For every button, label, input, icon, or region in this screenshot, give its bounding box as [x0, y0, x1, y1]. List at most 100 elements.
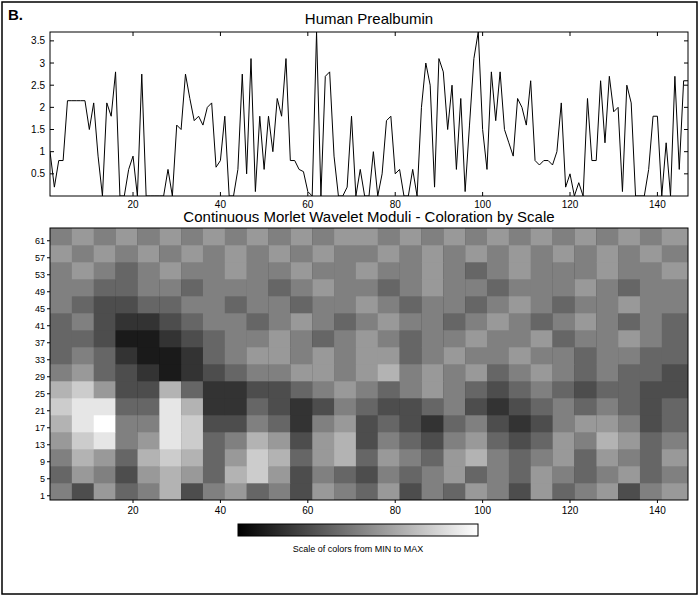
heatmap-cell	[378, 228, 400, 245]
heatmap-cell	[334, 483, 356, 500]
figure-border	[2, 2, 697, 594]
heatmap-cell	[640, 381, 662, 398]
heatmap-cell	[465, 330, 487, 347]
x-tick	[395, 32, 396, 36]
y-tick-label: 29	[35, 372, 45, 382]
heatmap-cell	[509, 398, 531, 415]
heatmap-cell	[94, 330, 116, 347]
heatmap-cell	[137, 415, 159, 432]
heatmap-cell	[465, 245, 487, 262]
y-tick-label: 1.5	[31, 124, 45, 135]
heatmap-cell	[465, 466, 487, 483]
heatmap-cell	[94, 347, 116, 364]
x-tick	[570, 192, 571, 196]
heatmap-cell	[268, 279, 290, 296]
heatmap-cell	[574, 262, 596, 279]
heatmap-cell	[334, 228, 356, 245]
x-tick	[657, 192, 658, 196]
x-tick	[395, 192, 396, 196]
heatmap-cell	[94, 262, 116, 279]
heatmap-cell	[443, 245, 465, 262]
y-tick	[50, 40, 54, 41]
heatmap-cell	[378, 449, 400, 466]
heatmap-cell	[596, 262, 618, 279]
heatmap-cell	[443, 364, 465, 381]
heatmap-cell	[465, 296, 487, 313]
heatmap-cell	[487, 262, 509, 279]
heatmap-cell	[574, 245, 596, 262]
heatmap-cell	[247, 381, 269, 398]
heatmap-cell	[378, 262, 400, 279]
heatmap-cell	[268, 398, 290, 415]
heatmap-cell	[487, 279, 509, 296]
heatmap-cell	[247, 432, 269, 449]
heatmap-cell	[443, 381, 465, 398]
heatmap-cell	[553, 347, 575, 364]
heatmap-cell	[50, 347, 72, 364]
heatmap-cell	[574, 347, 596, 364]
y-tick	[47, 427, 50, 428]
heatmap-cell	[553, 279, 575, 296]
heatmap-cell	[268, 432, 290, 449]
heatmap-cell	[94, 449, 116, 466]
heatmap-cell	[443, 279, 465, 296]
heatmap-cell	[443, 483, 465, 500]
y-tick-label: 25	[35, 389, 45, 399]
heatmap-cell	[203, 279, 225, 296]
heatmap-cell	[421, 398, 443, 415]
heatmap-cell	[247, 415, 269, 432]
heatmap-cell	[116, 228, 138, 245]
heatmap-cell	[116, 279, 138, 296]
heatmap-cell	[225, 330, 247, 347]
heatmap-cell	[290, 330, 312, 347]
heatmap-cell	[596, 483, 618, 500]
heatmap-cell	[553, 381, 575, 398]
heatmap-cell	[268, 381, 290, 398]
heatmap-cell	[509, 466, 531, 483]
heatmap-cell	[553, 398, 575, 415]
x-tick-label: 60	[302, 505, 314, 516]
y-tick	[47, 274, 50, 275]
heatmap-cell	[531, 449, 553, 466]
heatmap-cell	[487, 330, 509, 347]
heatmap-cell	[312, 228, 334, 245]
heatmap-cell	[509, 296, 531, 313]
heatmap-cell	[356, 279, 378, 296]
heatmap-cell	[290, 313, 312, 330]
heatmap-cell	[290, 296, 312, 313]
y-tick-label: 13	[35, 440, 45, 450]
heatmap-cell	[465, 347, 487, 364]
heatmap-cell	[159, 483, 181, 500]
heatmap-cell	[531, 364, 553, 381]
heatmap-cell	[378, 296, 400, 313]
y-tick-label: 49	[35, 287, 45, 297]
heatmap-cell	[400, 381, 422, 398]
heatmap-cell	[94, 381, 116, 398]
y-tick	[47, 342, 50, 343]
heatmap-cell	[50, 279, 72, 296]
heatmap-cell	[290, 483, 312, 500]
heatmap-cell	[531, 262, 553, 279]
heatmap-cell	[247, 330, 269, 347]
heatmap-cell	[356, 296, 378, 313]
heatmap-cell	[94, 296, 116, 313]
heatmap-cell	[94, 228, 116, 245]
heatmap-cell	[268, 262, 290, 279]
heatmap-cell	[618, 228, 640, 245]
heatmap-cell	[312, 432, 334, 449]
heatmap-cell	[116, 330, 138, 347]
color-bar-label: Scale of colors from MIN to MAX	[293, 544, 424, 554]
heatmap-cell	[72, 381, 94, 398]
heatmap-cell	[443, 313, 465, 330]
heatmap-cell	[443, 347, 465, 364]
heatmap-cell	[596, 466, 618, 483]
y-tick	[47, 325, 50, 326]
heatmap-cell	[531, 228, 553, 245]
heatmap-cell	[312, 347, 334, 364]
heatmap-cell	[596, 296, 618, 313]
heatmap-cell	[72, 279, 94, 296]
line-marks	[50, 32, 688, 196]
heatmap-cell	[94, 483, 116, 500]
heatmap-cell	[443, 262, 465, 279]
y-tick	[50, 107, 54, 108]
